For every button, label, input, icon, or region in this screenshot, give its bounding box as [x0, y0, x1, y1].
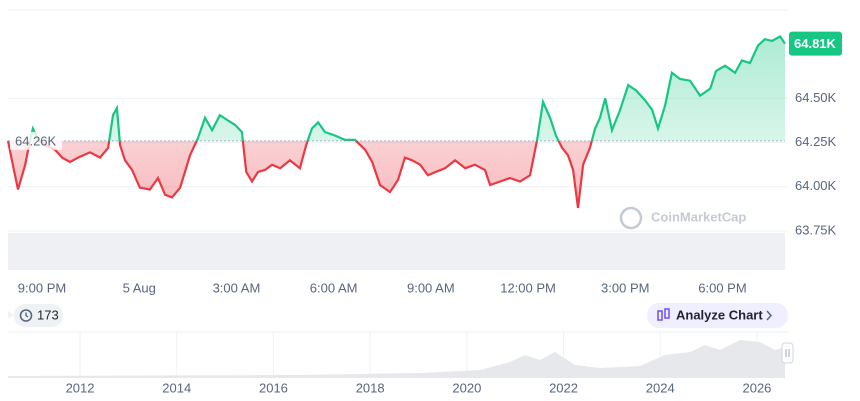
- y-tick-label: 64.25K: [795, 134, 837, 149]
- x-tick-label: 6:00 AM: [310, 280, 358, 295]
- overview-area: [8, 340, 785, 378]
- price-line-up: [7, 35, 786, 141]
- overview-tick-label: 2022: [549, 380, 578, 395]
- last-price-label: 64.81K: [794, 36, 837, 51]
- watermark-logo: [619, 206, 643, 230]
- x-tick-label: 3:00 PM: [601, 280, 649, 295]
- x-tick-label: 5 Aug: [123, 280, 156, 295]
- overview-tick-label: 2024: [646, 380, 675, 395]
- x-tick-label: 9:00 PM: [18, 280, 66, 295]
- y-tick-label: 64.00K: [795, 178, 837, 193]
- last-price-bg: [789, 31, 842, 56]
- analyze-button[interactable]: Analyze Chart: [647, 303, 788, 328]
- overview-tick-label: 2020: [452, 380, 481, 395]
- y-tick-label: 63.75K: [795, 222, 837, 237]
- y-tick-label: 64.50K: [795, 90, 837, 105]
- baseline-label: 64.26K: [15, 133, 57, 148]
- overview-tick-label: 2014: [162, 380, 191, 395]
- watermark: CoinMarketCap: [651, 209, 746, 224]
- clock-hand: [25, 312, 29, 318]
- area-down: [8, 140, 592, 208]
- x-tick-label: 3:00 AM: [213, 280, 261, 295]
- clock-icon: [19, 309, 33, 322]
- price-line-down: [6, 140, 593, 209]
- badge-tip: [8, 311, 14, 319]
- overview-tick-label: 2018: [356, 380, 385, 395]
- badge-text[interactable]: 173: [37, 307, 59, 322]
- x-tick-label: 9:00 AM: [407, 280, 455, 295]
- overview-tick-label: 2016: [259, 380, 288, 395]
- area-up: [8, 36, 785, 141]
- overview-handle[interactable]: [781, 342, 794, 364]
- button-icon: [657, 310, 663, 321]
- x-tick-label: 12:00 PM: [500, 280, 556, 295]
- chevron: [766, 310, 773, 321]
- history-badge[interactable]: 173: [8, 304, 63, 327]
- baseline-label-bg: [10, 131, 62, 150]
- button-bg[interactable]: [647, 303, 788, 328]
- button-text[interactable]: Analyze Chart: [676, 307, 763, 322]
- button-icon: [664, 308, 670, 319]
- x-tick-label: 6:00 PM: [698, 280, 746, 295]
- overview-tick-label: 2012: [66, 380, 95, 395]
- overview-tick-label: 2026: [742, 380, 771, 395]
- volume-band: [8, 233, 785, 270]
